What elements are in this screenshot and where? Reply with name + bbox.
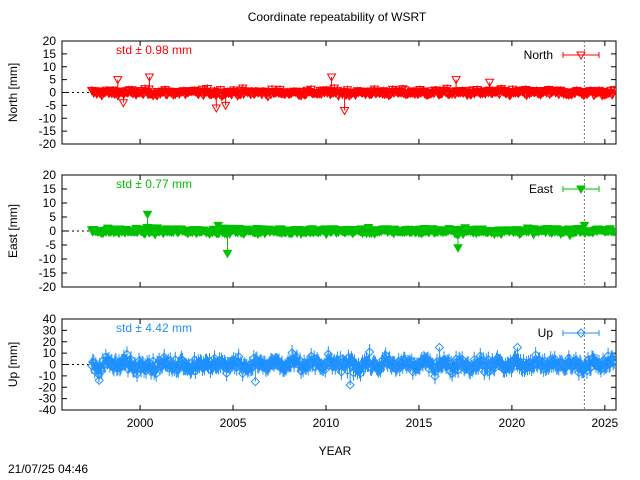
chart-title: Coordinate repeatability of WSRT [248, 10, 427, 24]
x-tick-label: 2020 [499, 416, 526, 430]
std-annotation: std ± 0.98 mm [116, 43, 192, 57]
y-tick-label: -10 [39, 369, 57, 383]
data-point [451, 76, 461, 85]
y-tick-label: 20 [43, 168, 57, 182]
y-tick-label: 0 [49, 358, 56, 372]
data-point [211, 104, 222, 113]
data-point [312, 355, 322, 365]
x-tick-label: 2010 [313, 416, 340, 430]
data-point [457, 354, 467, 364]
data-point [151, 368, 161, 379]
data-point [489, 363, 500, 374]
data-point [347, 356, 358, 367]
data-point [144, 73, 155, 83]
y-tick-label: -15 [39, 266, 57, 280]
y-axis-label: Up [mm] [6, 342, 20, 387]
std-annotation: std ± 0.77 mm [116, 177, 192, 191]
data-point [112, 76, 123, 85]
data-point [250, 376, 261, 387]
y-tick-label: 40 [43, 312, 57, 326]
data-point [564, 353, 574, 364]
data-point [583, 355, 593, 365]
data-point [608, 89, 616, 99]
legend-label: North [524, 48, 553, 62]
y-axis-label: East [mm] [6, 204, 20, 258]
data-point [579, 221, 590, 231]
y-tick-label: 30 [43, 323, 57, 337]
data-series-north [86, 73, 616, 116]
data-point [122, 349, 132, 360]
data-point [609, 86, 616, 95]
data-point [453, 244, 463, 253]
data-point [222, 249, 233, 259]
data-point [550, 354, 560, 364]
data-point [364, 347, 375, 357]
y-tick-label: 20 [43, 335, 57, 349]
data-point [576, 328, 586, 338]
x-tick-label: 2000 [127, 416, 154, 430]
data-point [609, 355, 616, 366]
data-point [339, 107, 350, 116]
y-tick-label: 5 [49, 73, 56, 87]
data-point [345, 380, 355, 390]
data-point [484, 78, 495, 88]
data-point [576, 185, 586, 195]
y-tick-label: -15 [39, 124, 57, 138]
data-point [118, 99, 129, 108]
y-tick-label: -5 [45, 238, 56, 252]
data-point [575, 358, 585, 368]
data-point [213, 221, 224, 231]
y-tick-label: -20 [39, 280, 57, 294]
data-series-up [87, 342, 616, 390]
data-point [233, 352, 244, 362]
y-tick-label: -30 [39, 392, 57, 406]
y-tick-label: -40 [39, 403, 57, 417]
y-tick-label: 20 [43, 34, 57, 48]
data-point [220, 101, 231, 111]
y-tick-label: 5 [49, 210, 56, 224]
y-tick-label: 10 [43, 346, 57, 360]
data-point [609, 228, 616, 237]
std-annotation: std ± 4.42 mm [116, 321, 192, 335]
x-axis-label: YEAR [319, 444, 352, 458]
y-tick-label: -10 [39, 252, 57, 266]
data-point [226, 91, 237, 100]
data-point [287, 348, 297, 358]
y-tick-label: -20 [39, 380, 57, 394]
data-point [94, 375, 104, 386]
data-point [576, 51, 586, 61]
x-tick-label: 2005 [220, 416, 247, 430]
y-tick-label: -10 [39, 111, 57, 125]
data-series-east [86, 210, 616, 259]
legend-label: East [529, 182, 554, 196]
y-tick-label: 15 [43, 47, 57, 61]
data-point [434, 342, 445, 353]
y-tick-label: 0 [49, 224, 56, 238]
data-point [202, 84, 213, 94]
x-tick-label: 2025 [591, 416, 618, 430]
y-tick-label: 15 [43, 182, 57, 196]
y-tick-label: 10 [43, 60, 57, 74]
data-point [495, 357, 506, 367]
y-tick-label: 10 [43, 196, 57, 210]
data-point [320, 364, 330, 375]
timestamp: 21/07/25 04:46 [8, 462, 89, 476]
y-tick-label: 0 [49, 86, 56, 100]
data-point [326, 73, 337, 83]
y-tick-label: -5 [45, 98, 56, 112]
y-axis-label: North [mm] [6, 63, 20, 122]
y-tick-label: -20 [39, 137, 57, 151]
data-point [176, 354, 187, 364]
data-point [512, 342, 523, 353]
data-point [142, 210, 153, 220]
x-tick-label: 2015 [406, 416, 433, 430]
legend-label: Up [538, 326, 554, 340]
